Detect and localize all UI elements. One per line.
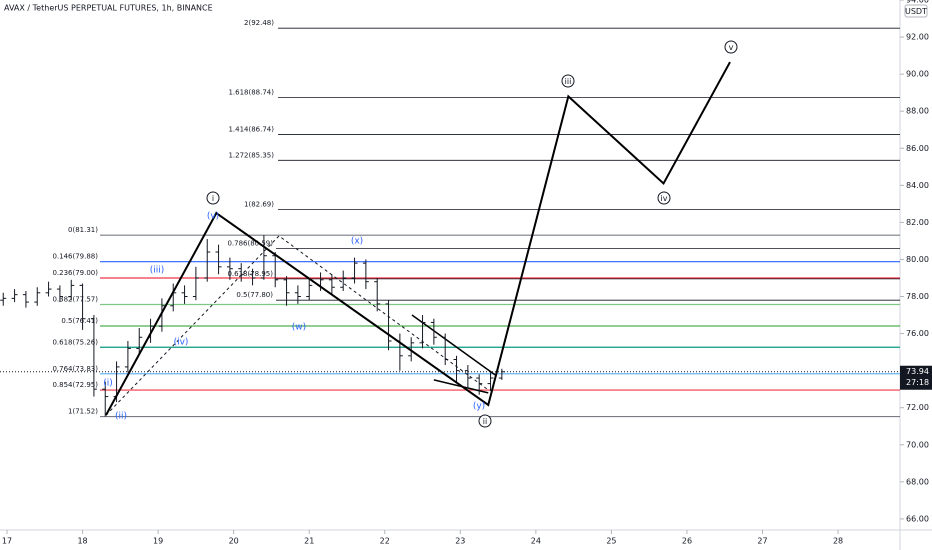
x-tick-label: 18 xyxy=(77,537,87,546)
wave-label: i xyxy=(212,194,214,203)
wave-path xyxy=(105,61,731,416)
x-tick-label: 17 xyxy=(2,537,12,546)
y-tick-label: 92.00 xyxy=(906,33,929,42)
subwave-label: (iv) xyxy=(174,338,189,348)
y-tick-label: 88.00 xyxy=(906,107,929,116)
countdown-label: 27:18 xyxy=(906,378,929,387)
y-tick-label: 94.00 xyxy=(906,0,929,5)
x-tick-label: 21 xyxy=(304,537,314,546)
y-tick-label: 70.00 xyxy=(906,440,929,449)
fib-label: 0.382(77.57) xyxy=(52,295,98,303)
fib-label: 0.146(79.88) xyxy=(52,253,98,261)
y-tick-label: 82.00 xyxy=(906,218,929,227)
y-tick-label: 68.00 xyxy=(906,477,929,486)
wave-label: iii xyxy=(565,77,572,86)
last-price-box xyxy=(900,365,932,390)
fib-label: 0(81.31) xyxy=(68,226,98,234)
x-tick-label: 23 xyxy=(455,537,465,546)
fib-label: 1(82.69) xyxy=(244,201,274,209)
wave-label: ii xyxy=(483,417,487,426)
subwave-label: (y) xyxy=(473,402,485,412)
fib-label: 2(92.48) xyxy=(244,19,274,27)
y-tick-label: 90.00 xyxy=(906,70,929,79)
y-tick-label: 76.00 xyxy=(906,329,929,338)
x-tick-label: 20 xyxy=(229,537,239,546)
y-tick-label: 80.00 xyxy=(906,255,929,264)
x-tick-label: 22 xyxy=(380,537,390,546)
fib-label: 0.786(80.59) xyxy=(227,240,273,248)
subwave-label: (ii) xyxy=(115,412,127,422)
subwave-label: (v) xyxy=(207,212,219,222)
y-tick-label: 78.00 xyxy=(906,292,929,301)
channel-line xyxy=(411,314,496,376)
fib-label: 0.618(75.26) xyxy=(52,338,98,346)
y-tick-label: 84.00 xyxy=(906,181,929,190)
fib-label: 0.5(76.41) xyxy=(61,317,98,325)
last-price-label: 73.94 xyxy=(906,367,929,376)
chart-title: AVAX / TetherUS PERPETUAL FUTURES, 1h, B… xyxy=(4,4,213,13)
y-tick-label: 86.00 xyxy=(906,144,929,153)
wave-circle xyxy=(478,414,492,428)
y-tick-label: 66.00 xyxy=(906,514,929,523)
wave-label: v xyxy=(729,43,734,52)
wave-circle xyxy=(657,191,671,205)
subwave-label: (w) xyxy=(292,323,306,333)
wave-label: iv xyxy=(661,194,668,203)
fib-label: 1(71.52) xyxy=(68,408,98,416)
x-tick-label: 27 xyxy=(757,537,767,546)
fib-label: 0.5(77.80) xyxy=(236,291,273,299)
subwave-label: (iii) xyxy=(150,266,165,276)
fib-label: 0.236(79.00) xyxy=(52,269,98,277)
fib-label: 1.618(88.74) xyxy=(228,88,274,96)
wave-circle xyxy=(724,40,738,54)
fib-label: 0.854(72.95) xyxy=(52,381,98,389)
wave-circle xyxy=(206,191,220,205)
x-tick-label: 25 xyxy=(606,537,616,546)
y-tick-label: 72.00 xyxy=(906,403,929,412)
subwave-label: (x) xyxy=(351,237,363,247)
fib-label: 1.272(85.35) xyxy=(228,151,274,159)
wave-circle xyxy=(561,74,575,88)
x-tick-label: 19 xyxy=(153,537,163,546)
dashed-wave xyxy=(105,235,489,416)
x-tick-label: 28 xyxy=(833,537,843,546)
fib-label: 0.764(73.83) xyxy=(52,365,98,373)
currency-label: USDT xyxy=(905,7,927,16)
currency-box xyxy=(904,4,928,18)
subwave-label: (i) xyxy=(103,379,113,389)
x-tick-label: 24 xyxy=(531,537,541,546)
x-tick-label: 26 xyxy=(682,537,692,546)
fib-label: 1.414(86.74) xyxy=(228,126,274,134)
